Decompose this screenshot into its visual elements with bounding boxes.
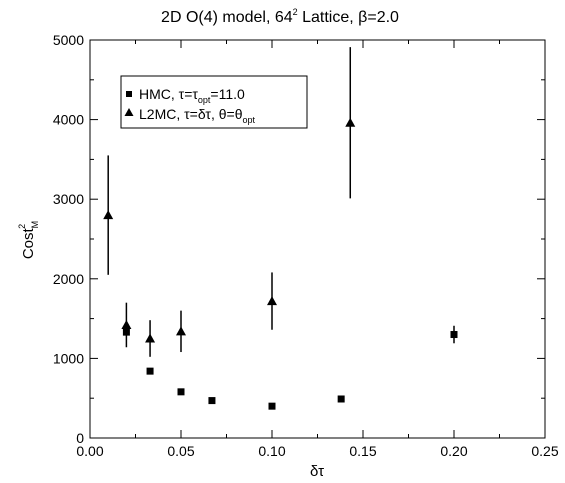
legend-hmc-rest: =11.0: [210, 86, 245, 102]
l2mc-point: [267, 296, 277, 306]
chart-title-rest: Lattice, β=2.0: [298, 9, 399, 26]
y-tick-label: 1000: [53, 350, 84, 366]
hmc-point: [208, 397, 216, 405]
x-tick-label: 0.15: [349, 443, 376, 459]
l2mc-point: [103, 210, 114, 220]
l2mc-point: [121, 319, 132, 329]
y-axis-title-sup: 2: [17, 224, 27, 229]
x-axis-title: δτ: [310, 463, 324, 480]
legend-l2mc-main: L2MC, τ=δτ, θ=θ: [139, 106, 243, 122]
legend-label-l2mc: L2MC, τ=δτ, θ=θopt: [139, 106, 255, 125]
chart-title-sup: 2: [293, 7, 298, 17]
hmc-point: [268, 402, 276, 410]
legend-marker-triangle: [124, 108, 134, 116]
hmc-point: [337, 395, 345, 403]
l2mc-point: [345, 117, 356, 127]
legend-l2mc-sub: opt: [242, 115, 255, 125]
y-axis-title-main: Cost: [20, 227, 37, 259]
axis-ticks: 0.00 0.05 0.10 0.15 0.20 0.25 0 1000 2000 3000 400…: [53, 32, 559, 459]
x-tick-label: 0.10: [258, 443, 285, 459]
x-tick-label: 0.00: [76, 443, 103, 459]
legend-marker-square: [126, 91, 132, 97]
y-tick-label: 0: [76, 430, 84, 446]
y-tick-label: 3000: [53, 191, 84, 207]
hmc-point: [146, 367, 154, 375]
chart-title: 2D O(4) model, 642 Lattice, β=2.0: [161, 7, 399, 26]
x-tick-label: 0.05: [167, 443, 194, 459]
y-axis-title-sub: M: [30, 221, 40, 229]
y-tick-label: 4000: [53, 112, 84, 128]
chart-title-main: 2D O(4) model, 64: [161, 9, 293, 26]
y-tick-label: 5000: [53, 32, 84, 48]
x-tick-label: 0.25: [531, 443, 558, 459]
legend-hmc-main: HMC, τ=τ: [139, 86, 198, 102]
hmc-point: [450, 331, 458, 339]
legend-box: [120, 75, 308, 129]
legend: HMC, τ=τopt=11.0 L2MC, τ=δτ, θ=θopt: [120, 75, 308, 129]
hmc-point: [177, 388, 185, 396]
data-marks: [103, 47, 458, 410]
y-axis-title: CostM2: [17, 221, 40, 259]
legend-label-hmc: HMC, τ=τopt=11.0: [139, 86, 245, 105]
legend-hmc-sub: opt: [198, 95, 211, 105]
l2mc-point: [176, 326, 186, 336]
l2mc-point: [145, 333, 156, 343]
y-tick-label: 2000: [53, 271, 84, 287]
x-tick-label: 0.20: [440, 443, 467, 459]
